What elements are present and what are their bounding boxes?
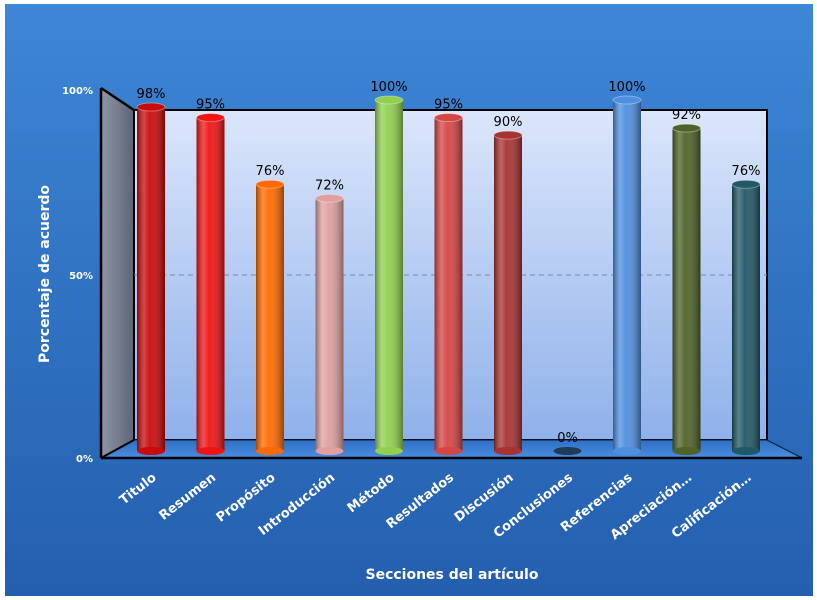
bars-group [136,95,761,455]
bar [731,179,761,455]
chart-frame: 0% 50% 100% Porcentaje de acuerdo Seccio… [5,4,813,596]
bar-base [553,447,582,455]
bar-shine [375,100,403,451]
data-label: 100% [370,80,407,95]
x-axis-title: Secciones del artículo [366,567,539,583]
x-tick-label: Método [345,470,398,516]
bar [672,123,701,455]
bar [553,447,582,455]
bar-cap [315,193,344,203]
data-label: 95% [434,98,463,113]
bar-base [196,447,225,455]
bar-shine [315,198,344,451]
data-label: 0% [557,431,578,446]
bar [493,130,523,455]
bar-cap [136,102,166,112]
y-tick-label: 50% [69,271,93,282]
bar-cap [434,113,463,123]
bar-shine [613,100,641,451]
bar [612,95,642,455]
bar-cap [731,179,761,189]
bar-shine [732,184,760,452]
bar [255,179,285,455]
x-tick-label: Resumen [157,470,219,523]
y-tick-label: 0% [76,454,93,465]
bar [136,102,166,455]
bar-shine [672,128,701,451]
bar-base [672,447,701,455]
data-label: 90% [494,115,523,130]
bar-chart: 0% 50% 100% Porcentaje de acuerdo Seccio… [37,80,803,583]
bar-base [732,447,760,455]
bar [434,113,463,455]
bar-cap [612,95,642,105]
bar-shine [494,135,522,451]
depth-edge-top [100,86,135,112]
bar [374,95,404,455]
bar-base [494,447,522,455]
data-label: 95% [196,98,225,113]
bar-base [613,447,641,455]
data-label: 76% [256,164,285,179]
bar-base [315,447,344,455]
bar-base [375,447,403,455]
data-label: 72% [315,178,344,193]
y-tick-label: 100% [62,86,93,97]
data-label: 98% [137,87,166,102]
bar-base [434,447,463,455]
bar [196,113,225,455]
bar-cap [255,179,285,189]
x-tick-label: Titulo [117,470,160,508]
bar-base [256,447,284,455]
bar [315,193,344,455]
bar-shine [434,117,463,452]
data-label: 92% [672,108,701,123]
y-axis-title: Porcentaje de acuerdo [37,185,53,363]
bar-shine [196,117,225,452]
bar-shine [256,184,284,452]
bar-cap [493,130,523,140]
bar-base [137,447,165,455]
bar-shine [137,107,165,452]
data-label: 76% [732,164,761,179]
data-label: 100% [608,80,645,95]
bar-cap [672,123,701,133]
depth-edge-bottom [100,439,135,459]
bar-cap [196,113,225,123]
chart-side-wall [101,88,134,458]
bar-cap [374,95,404,105]
